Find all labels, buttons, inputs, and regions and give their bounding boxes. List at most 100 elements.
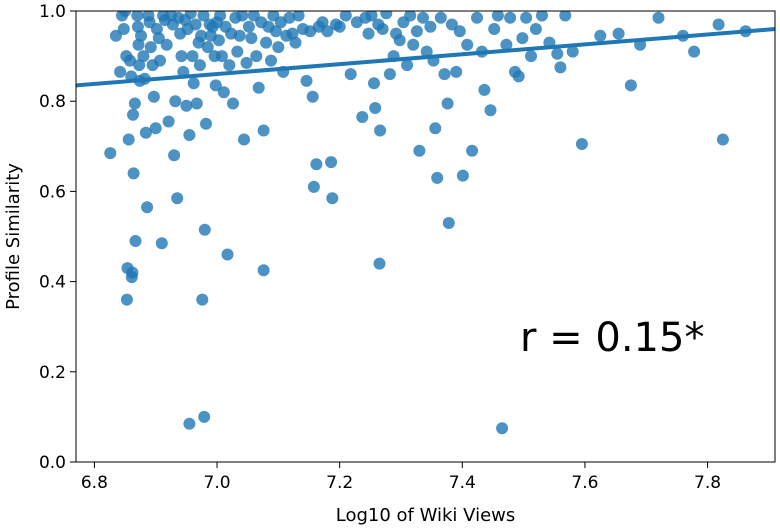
data-point (233, 29, 246, 42)
data-point (612, 27, 625, 40)
x-tick-label: 7.0 (204, 473, 231, 493)
data-point (183, 417, 196, 430)
data-point (127, 167, 140, 180)
y-tick-label: 0.2 (39, 363, 66, 383)
data-point (183, 129, 196, 141)
data-point (144, 41, 157, 54)
data-point (141, 201, 154, 214)
data-point (478, 83, 491, 96)
data-point (160, 38, 173, 51)
data-point (491, 11, 504, 22)
data-point (466, 144, 479, 157)
data-point (417, 11, 429, 24)
data-point (529, 23, 542, 35)
data-point (132, 38, 145, 51)
data-point (128, 97, 141, 110)
data-point (269, 25, 282, 38)
data-point (147, 90, 160, 103)
y-axis-label: Profile Similarity (3, 163, 24, 310)
data-point (104, 147, 117, 160)
data-point (325, 156, 338, 169)
data-point (131, 20, 144, 33)
data-point (289, 36, 302, 49)
data-point (450, 65, 463, 78)
data-point (198, 410, 211, 423)
data-point (169, 95, 182, 108)
data-point (168, 149, 181, 162)
data-point (369, 102, 382, 114)
data-point (688, 45, 701, 58)
data-point (536, 11, 548, 22)
data-point (198, 223, 211, 236)
data-point (413, 144, 426, 157)
data-point (362, 27, 375, 40)
x-tick-label: 6.8 (81, 473, 108, 493)
data-point (212, 34, 225, 47)
data-point (135, 29, 147, 42)
data-point (215, 50, 228, 63)
data-point (149, 122, 162, 135)
data-point (187, 77, 200, 90)
data-point (195, 29, 208, 42)
data-point (286, 27, 299, 40)
data-point (429, 122, 442, 135)
y-axis: 0.0 0.2 0.4 0.6 0.8 1.0 (39, 2, 76, 473)
data-point (272, 41, 285, 54)
data-point (525, 50, 537, 63)
data-point (407, 38, 420, 51)
data-point (300, 74, 313, 87)
data-point (114, 65, 127, 78)
data-point (383, 68, 396, 81)
data-point (137, 50, 150, 63)
y-tick-label: 0.8 (39, 92, 66, 112)
data-point (321, 25, 334, 38)
y-tick-label: 1.0 (39, 2, 66, 22)
data-point (431, 171, 444, 184)
x-axis-label: Log10 of Wiki Views (336, 505, 516, 526)
data-point (442, 217, 455, 229)
regression-line (75, 27, 776, 88)
data-point (217, 86, 230, 99)
data-point (180, 99, 193, 112)
data-point (374, 124, 387, 137)
data-point (652, 11, 665, 24)
data-point (227, 97, 239, 110)
data-point (306, 90, 319, 103)
data-point (420, 45, 433, 58)
data-point (223, 59, 236, 72)
data-point (221, 248, 234, 261)
x-tick-label: 7.2 (326, 473, 353, 493)
data-point (716, 133, 729, 146)
data-point (252, 81, 265, 94)
data-point (250, 50, 263, 63)
data-point (119, 11, 132, 17)
data-point (117, 23, 130, 35)
data-point (236, 11, 249, 22)
data-point (193, 59, 206, 72)
data-point (453, 25, 466, 38)
data-point (109, 29, 122, 42)
data-point (122, 133, 135, 146)
data-point (201, 41, 214, 54)
data-point (520, 11, 533, 24)
data-point (307, 180, 320, 193)
data-point (516, 32, 529, 45)
data-point (238, 133, 250, 146)
data-point (441, 97, 454, 110)
points-layer (104, 11, 752, 435)
data-point (292, 11, 305, 22)
data-point (365, 11, 378, 22)
data-point (126, 266, 139, 279)
data-point (129, 235, 142, 247)
data-point (245, 32, 258, 45)
data-point (175, 50, 188, 63)
data-point (712, 18, 725, 31)
data-point (155, 237, 168, 250)
data-point (484, 104, 497, 117)
x-tick-label: 7.4 (449, 473, 476, 493)
data-point (184, 11, 197, 20)
data-point (575, 138, 588, 150)
data-point (393, 34, 406, 47)
data-point (124, 54, 136, 67)
data-point (200, 117, 212, 130)
